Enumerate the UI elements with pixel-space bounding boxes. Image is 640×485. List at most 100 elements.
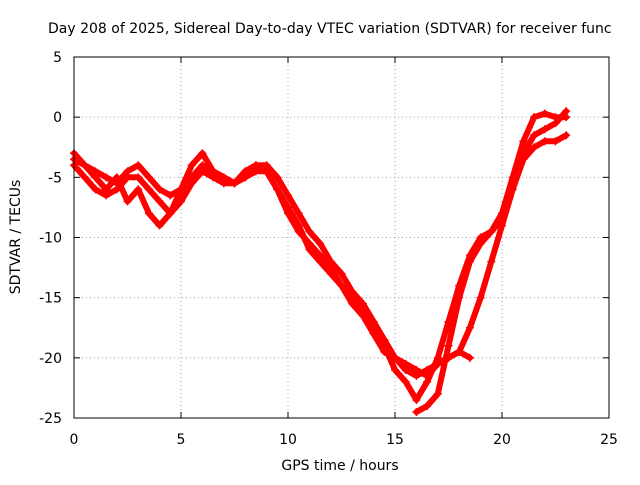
data-point-marker [91, 185, 100, 194]
data-point-marker [134, 161, 143, 170]
data-point-marker [358, 299, 367, 308]
data-point-marker [284, 191, 292, 200]
data-point-marker [326, 257, 335, 266]
data-point-marker [198, 149, 207, 158]
data-point-marker [187, 161, 196, 170]
data-point-marker [155, 197, 164, 206]
data-point-marker [508, 173, 517, 182]
data-point-marker [337, 269, 346, 278]
data-point-marker [412, 395, 421, 404]
data-point-marker [540, 125, 549, 134]
data-point-marker [284, 209, 292, 218]
data-point-marker [562, 131, 571, 140]
data-point-marker [209, 167, 218, 176]
y-tick-label: 5 [53, 50, 62, 66]
data-point-marker [412, 365, 421, 374]
data-point-marker [80, 173, 89, 182]
data-point-marker [219, 173, 228, 182]
data-point-marker [423, 371, 432, 380]
data-point-marker [476, 239, 485, 248]
data-point-marker [465, 323, 474, 332]
data-point-marker [358, 311, 367, 320]
data-point-marker [401, 359, 410, 368]
data-point-marker [498, 209, 506, 218]
y-axis-label: SDTVAR / TECUs [8, 180, 24, 295]
data-point-marker [401, 377, 410, 386]
data-point-marker [412, 407, 421, 416]
data-point-marker [519, 137, 528, 146]
data-point-marker [316, 251, 325, 260]
x-tick-label: 10 [279, 432, 297, 448]
x-tick-label: 25 [600, 432, 618, 448]
data-point-marker [316, 239, 325, 248]
data-point-marker [305, 239, 314, 248]
data-point-marker [551, 113, 560, 122]
data-point-marker [230, 179, 239, 188]
data-point-marker [241, 173, 250, 182]
x-tick-label: 20 [493, 432, 511, 448]
data-point-marker [337, 281, 346, 290]
grid [74, 57, 609, 418]
x-axis-label: GPS time / hours [281, 458, 398, 474]
data-point-marker [433, 389, 442, 398]
data-point-marker [112, 179, 121, 188]
data-point-marker [369, 329, 378, 338]
y-tick-label: 0 [53, 110, 62, 126]
data-point-marker [369, 317, 378, 326]
data-point-marker [273, 173, 282, 182]
data-point-marker [166, 191, 175, 200]
data-point-marker [166, 209, 175, 218]
y-tick-label: -15 [39, 291, 62, 307]
data-point-marker [177, 197, 185, 206]
data-point-marker [177, 185, 185, 194]
y-tick-label: -10 [39, 231, 62, 247]
data-point-marker [134, 173, 143, 182]
data-point-marker [262, 161, 271, 170]
data-point-marker [423, 401, 432, 410]
data-point-marker [465, 257, 474, 266]
data-point-marker [144, 185, 153, 194]
data-point-marker [102, 173, 111, 182]
data-point-marker [305, 227, 314, 236]
data-point-marker [80, 161, 89, 170]
data-point-marker [498, 221, 506, 230]
series-track-4 [412, 109, 571, 416]
data-point-marker [455, 347, 464, 356]
x-tick-label: 5 [177, 432, 186, 448]
data-point-marker [155, 221, 164, 230]
data-point-marker [380, 335, 389, 344]
series-line [71, 156, 473, 379]
data-point-marker [551, 137, 560, 146]
data-point-marker [187, 173, 196, 182]
data-point-marker [530, 131, 539, 140]
x-tick-label: 15 [386, 432, 404, 448]
y-tick-label: -20 [39, 351, 62, 367]
data-point-marker [476, 293, 485, 302]
data-point-marker [530, 113, 539, 122]
data-point-marker [144, 173, 153, 182]
data-point-marker [433, 359, 442, 368]
data-point-marker [562, 113, 571, 122]
data-point-marker [273, 185, 282, 194]
y-tick-label: -5 [48, 170, 62, 186]
data-point-marker [294, 209, 303, 218]
data-point-marker [540, 109, 549, 118]
chart-title: Day 208 of 2025, Sidereal Day-to-day VTE… [48, 21, 612, 37]
data-point-marker [391, 365, 399, 374]
axis-ticks: 0 5 10 15 20 25 5 0 -5 -10 -15 -20 -25 [39, 50, 618, 448]
data-point-marker [348, 287, 357, 296]
data-point-marker [134, 185, 143, 194]
data-point-marker [487, 257, 496, 266]
data-point-marker [123, 197, 132, 206]
x-tick-label: 0 [70, 432, 79, 448]
data-point-marker [380, 347, 389, 356]
data-point-marker [455, 293, 464, 302]
data-point-marker [487, 227, 496, 236]
data-point-marker [444, 341, 453, 350]
data-point-marker [91, 167, 100, 176]
data-point-marker [123, 167, 132, 176]
series-track-3 [70, 155, 474, 380]
data-point-marker [155, 185, 164, 194]
